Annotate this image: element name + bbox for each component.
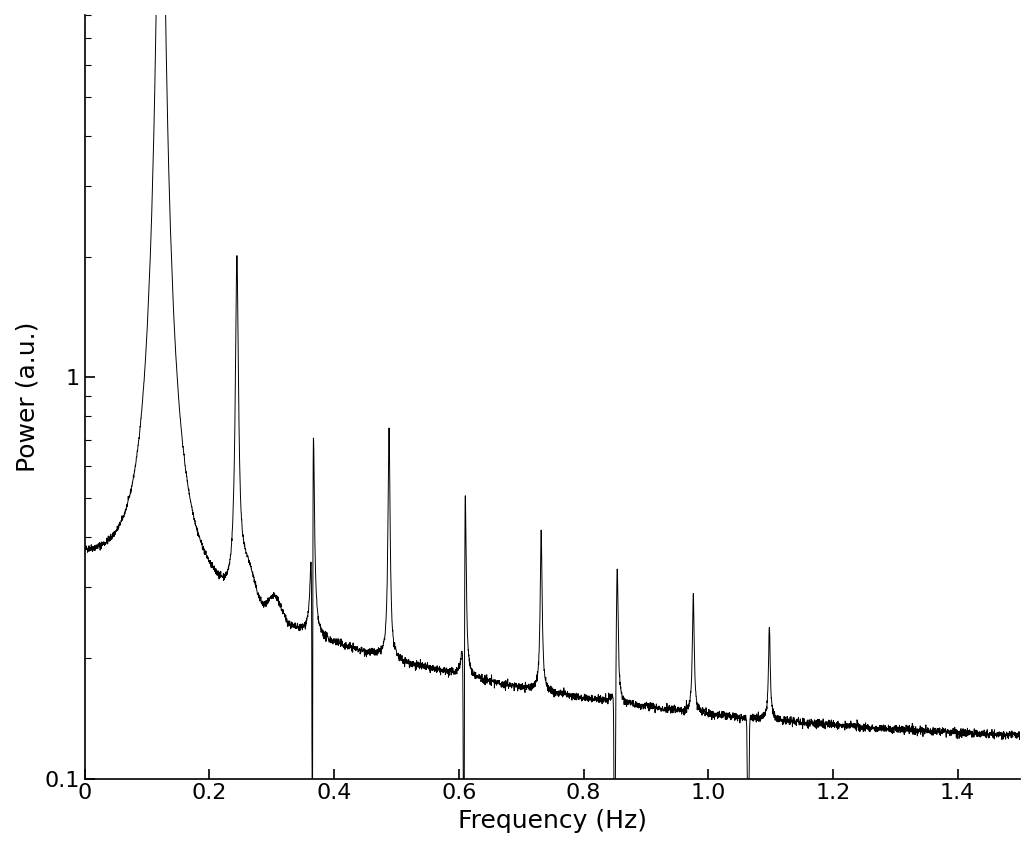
X-axis label: Frequency (Hz): Frequency (Hz) [457,809,647,833]
Y-axis label: Power (a.u.): Power (a.u.) [14,321,39,472]
